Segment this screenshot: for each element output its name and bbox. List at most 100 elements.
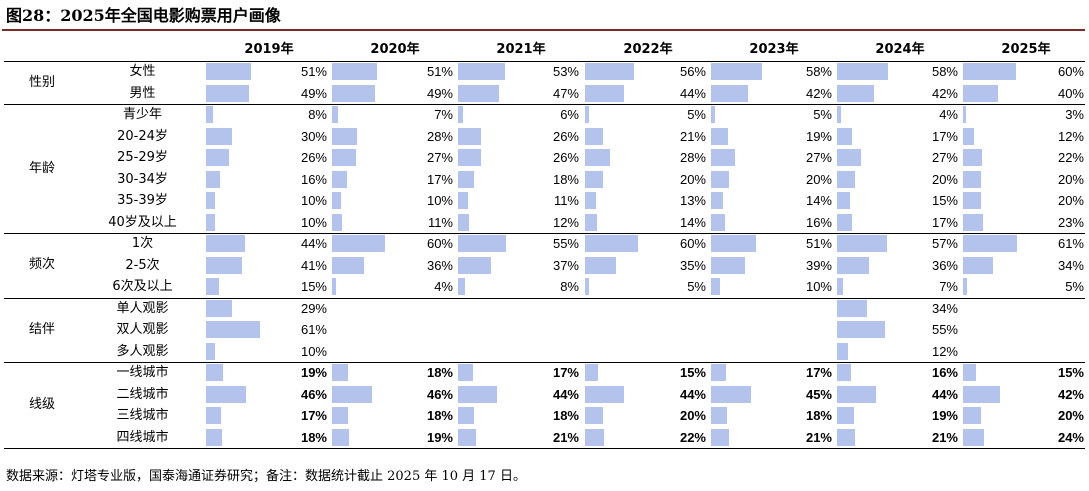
data-label: 27% bbox=[931, 150, 958, 165]
data-bar bbox=[711, 256, 746, 274]
data-label: 20% bbox=[1057, 171, 1084, 187]
data-bar bbox=[711, 364, 726, 381]
data-label: 19% bbox=[931, 408, 958, 423]
data-label: 44% bbox=[679, 85, 706, 101]
data-bar bbox=[585, 63, 635, 80]
data-bar bbox=[837, 192, 851, 209]
data-bar bbox=[206, 235, 245, 252]
data-bar bbox=[837, 364, 852, 381]
data-bar bbox=[711, 407, 727, 424]
data-label: 17% bbox=[805, 365, 832, 380]
row-label: 35-39岁 bbox=[117, 193, 168, 208]
data-bar bbox=[837, 256, 869, 274]
data-bar bbox=[206, 321, 260, 338]
data-bar bbox=[332, 235, 385, 252]
data-label: 5% bbox=[813, 107, 832, 122]
data-label: 44% bbox=[552, 386, 579, 402]
data-bar bbox=[963, 63, 1016, 80]
row-label: 多人观影 bbox=[116, 343, 169, 359]
data-bar bbox=[458, 84, 500, 102]
data-label: 17% bbox=[931, 128, 958, 144]
row-label: 6次及以上 bbox=[112, 279, 173, 294]
data-bar bbox=[837, 428, 856, 446]
data-bar bbox=[837, 342, 848, 360]
data-label: 53% bbox=[552, 64, 579, 79]
data-label: 58% bbox=[931, 64, 958, 79]
data-label: 20% bbox=[805, 171, 832, 187]
data-bar bbox=[711, 213, 726, 231]
data-label: 17% bbox=[300, 408, 327, 423]
group-label: 年龄 bbox=[28, 160, 55, 176]
group-rule bbox=[4, 233, 1085, 234]
data-label: 21% bbox=[552, 429, 579, 445]
data-bar bbox=[963, 127, 974, 145]
data-label: 15% bbox=[931, 193, 958, 208]
data-bar bbox=[837, 63, 889, 80]
row-label: 三线城市 bbox=[116, 408, 169, 423]
row-label: 2-5次 bbox=[125, 257, 160, 273]
data-bar bbox=[711, 106, 716, 123]
data-bar bbox=[458, 192, 468, 209]
group-rule bbox=[4, 104, 1085, 105]
data-bar bbox=[458, 127, 481, 145]
group-label: 性别 bbox=[28, 74, 55, 90]
data-bar bbox=[585, 428, 605, 446]
data-bar bbox=[963, 256, 993, 274]
data-bar bbox=[332, 170, 347, 188]
data-label: 6% bbox=[560, 107, 579, 122]
group-rule bbox=[4, 448, 1085, 449]
data-bar bbox=[458, 385, 497, 403]
data-bar bbox=[711, 192, 724, 209]
data-label: 22% bbox=[1057, 150, 1084, 165]
data-label: 10% bbox=[300, 214, 327, 230]
data-bar bbox=[963, 213, 984, 231]
data-label: 47% bbox=[552, 85, 579, 101]
data-label: 28% bbox=[679, 150, 706, 165]
data-label: 18% bbox=[552, 171, 579, 187]
data-label: 61% bbox=[300, 322, 327, 337]
data-label: 44% bbox=[300, 236, 327, 251]
data-bar bbox=[206, 63, 251, 80]
data-label: 15% bbox=[1057, 365, 1084, 380]
data-bar bbox=[711, 385, 751, 403]
row-label: 二线城市 bbox=[116, 386, 169, 402]
data-bar bbox=[332, 192, 341, 209]
row-label: 双人观影 bbox=[116, 322, 169, 337]
data-bar bbox=[585, 106, 590, 123]
data-bar bbox=[206, 127, 233, 145]
data-label: 7% bbox=[939, 279, 958, 294]
data-label: 18% bbox=[805, 408, 832, 423]
data-bar bbox=[963, 84, 999, 102]
data-label: 4% bbox=[939, 107, 958, 122]
data-bar bbox=[837, 278, 844, 295]
data-label: 21% bbox=[679, 128, 706, 144]
data-label: 60% bbox=[426, 236, 453, 251]
data-bar bbox=[585, 278, 590, 295]
data-label: 17% bbox=[931, 214, 958, 230]
data-label: 60% bbox=[1057, 64, 1084, 79]
data-label: 3% bbox=[1065, 107, 1084, 122]
header-rule bbox=[4, 61, 1085, 62]
data-bar bbox=[458, 170, 474, 188]
data-bar bbox=[711, 235, 756, 252]
data-label: 8% bbox=[308, 107, 327, 122]
data-bar bbox=[837, 407, 854, 424]
data-label: 42% bbox=[931, 85, 958, 101]
data-bar bbox=[837, 84, 874, 102]
data-label: 56% bbox=[679, 64, 706, 79]
data-label: 40% bbox=[1057, 85, 1084, 101]
data-label: 26% bbox=[552, 150, 579, 165]
data-bar bbox=[458, 106, 464, 123]
data-bar bbox=[711, 170, 729, 188]
data-label: 12% bbox=[1057, 128, 1084, 144]
data-bar bbox=[206, 84, 250, 102]
data-label: 18% bbox=[426, 365, 453, 380]
data-bar bbox=[206, 170, 221, 188]
data-label: 27% bbox=[426, 150, 453, 165]
data-bar bbox=[837, 235, 888, 252]
data-label: 19% bbox=[805, 128, 832, 144]
data-bar bbox=[458, 428, 477, 446]
data-label: 16% bbox=[300, 171, 327, 187]
data-label: 8% bbox=[560, 279, 579, 294]
data-label: 5% bbox=[687, 279, 706, 294]
